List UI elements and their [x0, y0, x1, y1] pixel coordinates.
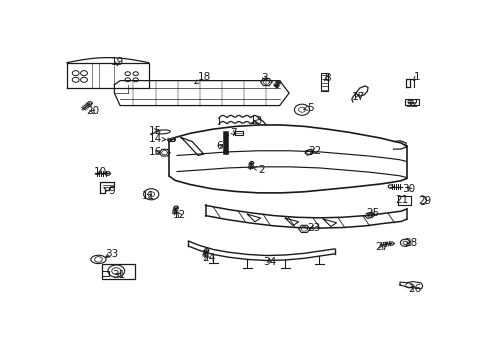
Text: 16: 16 [149, 147, 162, 157]
Text: 29: 29 [418, 196, 432, 206]
Text: 2: 2 [253, 165, 265, 175]
Text: 27: 27 [375, 243, 389, 252]
Text: 33: 33 [105, 249, 118, 259]
Bar [235, 131, 243, 135]
Text: 26: 26 [408, 284, 421, 293]
Text: 19: 19 [111, 57, 124, 67]
Text: 24: 24 [202, 253, 215, 263]
Bar [102, 270, 109, 276]
Text: 12: 12 [173, 210, 186, 220]
Text: 10: 10 [94, 167, 106, 177]
Bar [102, 264, 135, 279]
Text: 21: 21 [395, 195, 409, 205]
Text: 20: 20 [86, 107, 99, 116]
Bar [405, 99, 418, 105]
Text: 25: 25 [366, 208, 379, 218]
Text: 8: 8 [324, 73, 330, 83]
Text: 5: 5 [304, 103, 314, 113]
Bar [321, 73, 328, 91]
Text: 18: 18 [195, 72, 211, 84]
Text: 23: 23 [307, 222, 320, 233]
Text: 9: 9 [104, 186, 115, 196]
Text: 17: 17 [352, 92, 365, 102]
Text: 3: 3 [262, 73, 268, 83]
Text: 34: 34 [263, 257, 276, 267]
Text: 28: 28 [404, 238, 417, 248]
Text: 15: 15 [149, 126, 162, 136]
Text: 11: 11 [142, 191, 155, 201]
Text: 6: 6 [217, 141, 223, 151]
Text: 22: 22 [308, 146, 321, 156]
Text: 4: 4 [273, 80, 279, 90]
Text: 31: 31 [112, 270, 125, 280]
Text: 1: 1 [414, 72, 420, 82]
Text: 32: 32 [406, 99, 419, 109]
Text: 14: 14 [149, 134, 166, 144]
Text: 30: 30 [403, 184, 416, 194]
Text: 13: 13 [250, 116, 263, 126]
Text: 7: 7 [230, 128, 237, 138]
